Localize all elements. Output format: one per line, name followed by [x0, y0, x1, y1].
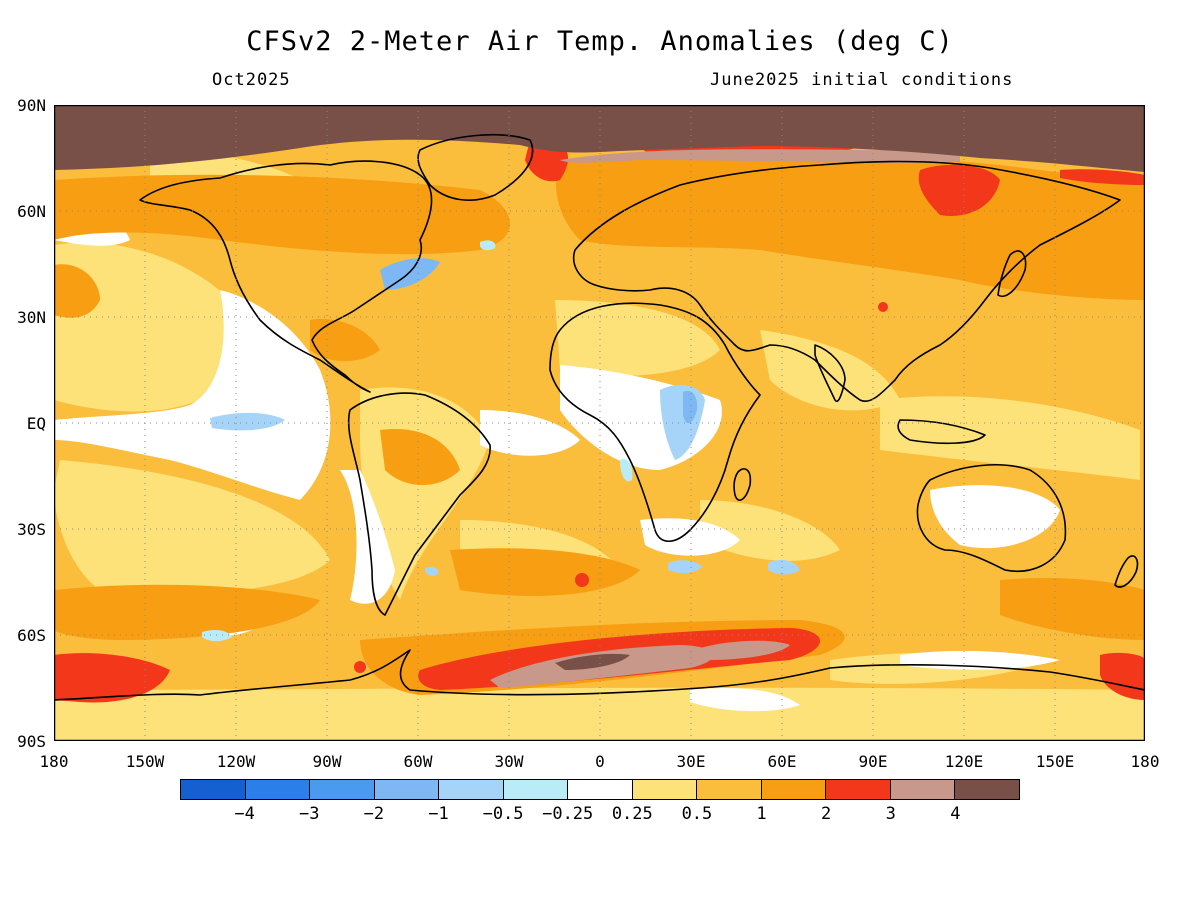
- colorbar-swatch: [955, 780, 1019, 799]
- colorbar-label: 4: [950, 804, 961, 824]
- very-strong-warm-regions: [490, 149, 960, 688]
- initial-conditions: June2025 initial conditions: [710, 70, 1014, 90]
- lat-label-90s: 90S: [17, 732, 46, 751]
- lat-label-eq: EQ: [26, 414, 46, 433]
- colorbar-label: 1: [756, 804, 767, 824]
- colorbar-label: −2: [363, 804, 385, 824]
- colorbar-swatch: [568, 780, 633, 799]
- lon-label-120e: 120E: [944, 752, 984, 771]
- colorbar-swatch: [310, 780, 375, 799]
- lon-label-0: 0: [595, 752, 605, 771]
- lon-label-150e: 150E: [1035, 752, 1075, 771]
- colorbar-swatch: [890, 780, 956, 799]
- lon-label-90e: 90E: [858, 752, 888, 771]
- colorbar-swatch: [826, 780, 891, 799]
- colorbar-label: −0.25: [542, 804, 594, 824]
- colorbar-swatch: [761, 780, 827, 799]
- colorbar-swatch: [374, 780, 440, 799]
- colorbar-label: 2: [821, 804, 832, 824]
- lat-label-90n: 90N: [17, 96, 46, 115]
- extreme-warm-regions: [54, 105, 1145, 670]
- colorbar-swatch: [503, 780, 569, 799]
- colorbar-swatch: [697, 780, 762, 799]
- lon-label-90w: 90W: [312, 752, 342, 771]
- colorbar-label: −1: [428, 804, 449, 824]
- lon-label-30e: 30E: [676, 752, 706, 771]
- colorbar-label: −3: [298, 804, 320, 824]
- colorbar-label: 0.25: [611, 804, 653, 824]
- colorbar-label: 3: [885, 804, 896, 824]
- forecast-month: Oct2025: [212, 70, 291, 90]
- lat-label-30s: 30S: [17, 520, 46, 539]
- graticule: [54, 105, 1145, 741]
- moderate-warm-regions: [54, 153, 1145, 695]
- chart-title: CFSv2 2-Meter Air Temp. Anomalies (deg C…: [246, 26, 954, 57]
- colorbar-label: −4: [234, 804, 255, 824]
- colorbar: [180, 779, 1020, 800]
- lon-label-120w: 120W: [216, 752, 256, 771]
- lon-label-60w: 60W: [403, 752, 433, 771]
- colorbar-swatch: [245, 780, 311, 799]
- coastlines: [54, 134, 1145, 701]
- colorbar-label: 0.5: [681, 804, 713, 824]
- colorbar-label: −0.5: [482, 804, 524, 824]
- lat-label-60s: 60S: [17, 626, 46, 645]
- colorbar-swatch: [439, 780, 504, 799]
- lat-label-30n: 30N: [17, 308, 46, 327]
- map-border: [54, 105, 1145, 741]
- colorbar-swatch: [632, 780, 698, 799]
- colorbar-swatch: [181, 780, 246, 799]
- lon-label-180w: 180: [39, 752, 69, 771]
- lon-label-30w: 30W: [494, 752, 524, 771]
- lat-label-60n: 60N: [17, 202, 46, 221]
- cool-regions: [202, 240, 800, 642]
- lon-label-180e: 180: [1130, 752, 1160, 771]
- lon-label-60e: 60E: [767, 752, 797, 771]
- lon-label-150w: 150W: [125, 752, 165, 771]
- anomaly-map: [54, 105, 1145, 741]
